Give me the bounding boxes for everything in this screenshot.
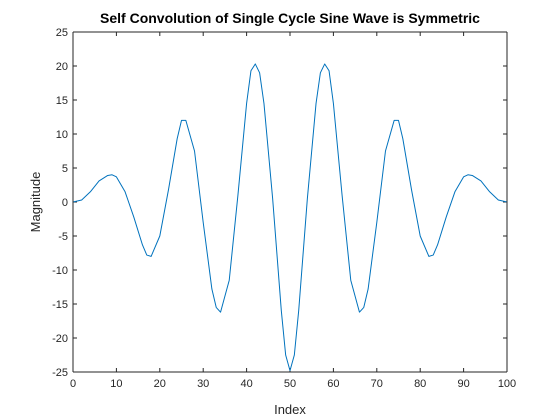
axis-ticks: 0 10 20 30 40 50 60 70 80 90 100 -25 -20 -15 -10 -5 0 5 10… [52, 27, 516, 390]
y-tick-label: -15 [52, 299, 68, 311]
x-tick-label: 90 [457, 378, 469, 390]
x-axis-label: Index [274, 402, 306, 417]
y-tick-label: 15 [56, 95, 68, 107]
x-tick-label: 30 [197, 378, 209, 390]
x-tick-label: 20 [154, 378, 166, 390]
x-tick-label: 80 [414, 378, 426, 390]
y-axis-label: Magnitude [28, 172, 43, 233]
y-tick-label: -5 [58, 231, 68, 243]
chart-title: Self Convolution of Single Cycle Sine Wa… [100, 10, 480, 26]
x-tick-label: 0 [70, 378, 76, 390]
plot-area [73, 32, 507, 372]
y-tick-label: 10 [56, 129, 68, 141]
x-tick-label: 70 [371, 378, 383, 390]
x-tick-label: 40 [240, 378, 252, 390]
x-tick-label: 100 [498, 378, 516, 390]
y-tick-label: 25 [56, 27, 68, 39]
x-tick-label: 10 [110, 378, 122, 390]
y-tick-label: 0 [62, 197, 68, 209]
y-tick-label: 20 [56, 61, 68, 73]
data-series [72, 63, 508, 372]
x-tick-label: 60 [327, 378, 339, 390]
series-line [72, 63, 508, 372]
y-tick-label: -20 [52, 333, 68, 345]
y-tick-label: -10 [52, 265, 68, 277]
x-tick-label: 50 [284, 378, 296, 390]
y-tick-label: -25 [52, 367, 68, 379]
axes-frame [72, 31, 508, 373]
y-tick-label: 5 [62, 163, 68, 175]
